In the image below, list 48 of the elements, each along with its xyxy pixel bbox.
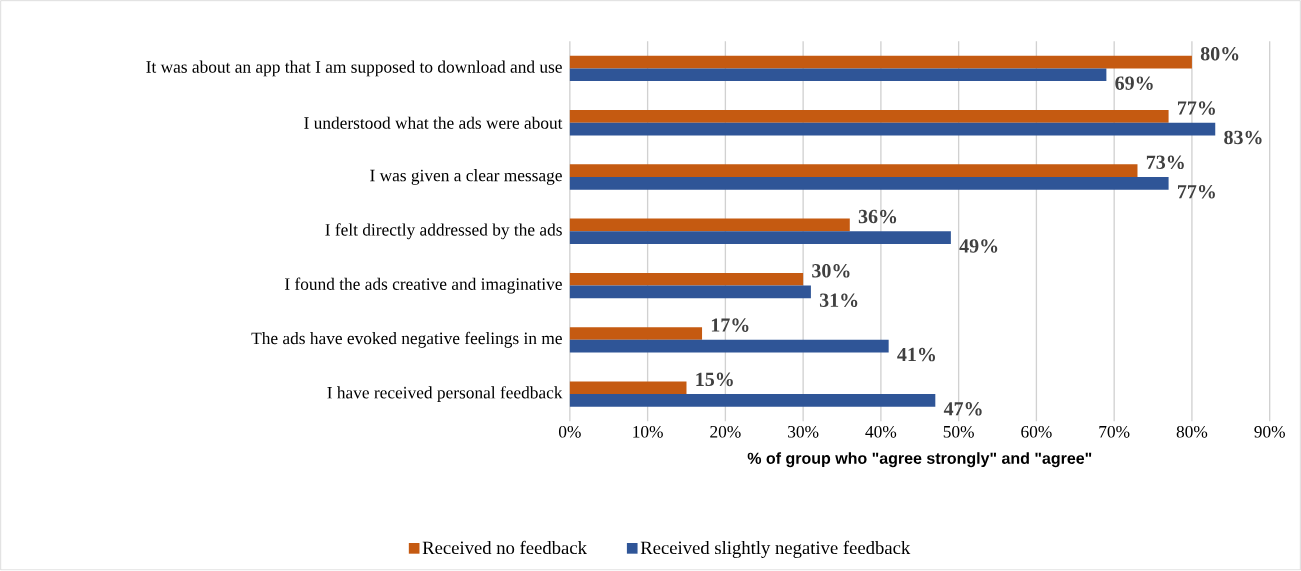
y-tick-label: I found the ads creative and imaginative	[284, 277, 562, 294]
legend-label: Received no feedback	[422, 541, 587, 555]
legend-label: Received slightly negative feedback	[640, 541, 911, 559]
x-tick-label: 0%	[558, 426, 581, 438]
y-tick-label: The ads have evoked negative feelings in me	[251, 332, 562, 349]
data-label: 36%	[858, 210, 897, 224]
bar	[569, 68, 1107, 82]
x-axis-title: % of group who "agree strongly" and "agree"	[747, 452, 1092, 468]
y-tick-label: I understood what the ads were about	[304, 116, 563, 130]
y-tick-label: I was given a clear message	[370, 169, 562, 186]
bar	[569, 327, 703, 341]
data-label: 83%	[1224, 130, 1262, 145]
bar	[569, 381, 687, 395]
bar	[569, 273, 804, 286]
x-tick-label: 30%	[788, 426, 819, 438]
data-label: 41%	[897, 347, 936, 362]
x-tick-label: 10%	[633, 426, 663, 438]
data-label: 77%	[1178, 101, 1215, 116]
data-label: 15%	[696, 372, 733, 387]
bar	[569, 164, 1138, 178]
bar	[569, 394, 936, 407]
data-label: 80%	[1200, 47, 1239, 61]
bar	[569, 110, 1169, 123]
data-label: 69%	[1115, 76, 1153, 91]
data-label: 17%	[711, 318, 749, 333]
bar	[569, 231, 951, 245]
y-tick-label: I felt directly addressed by the ads	[325, 223, 562, 240]
x-tick-label: 70%	[1099, 426, 1130, 438]
bar	[569, 56, 1192, 69]
y-tick-label: It was about an app that I am supposed to download and use	[146, 60, 562, 77]
data-label: 73%	[1146, 155, 1184, 170]
data-label: 49%	[959, 239, 998, 254]
y-tick-label: I have received personal feedback	[327, 386, 563, 403]
bar	[569, 177, 1169, 190]
x-tick-label: 60%	[1021, 426, 1052, 438]
x-tick-label: 40%	[865, 426, 897, 438]
bar	[569, 285, 811, 299]
bar	[569, 122, 1216, 136]
data-label: 30%	[812, 264, 850, 278]
x-tick-label: 80%	[1176, 426, 1208, 438]
bar	[569, 218, 850, 232]
x-tick-label: 90%	[1254, 426, 1285, 438]
bar	[569, 340, 889, 353]
data-label: 77%	[1178, 185, 1215, 199]
data-label: 31%	[819, 293, 858, 308]
x-tick-label: 20%	[710, 426, 741, 438]
x-tick-label: 50%	[943, 426, 974, 438]
data-label: 47%	[943, 402, 982, 416]
